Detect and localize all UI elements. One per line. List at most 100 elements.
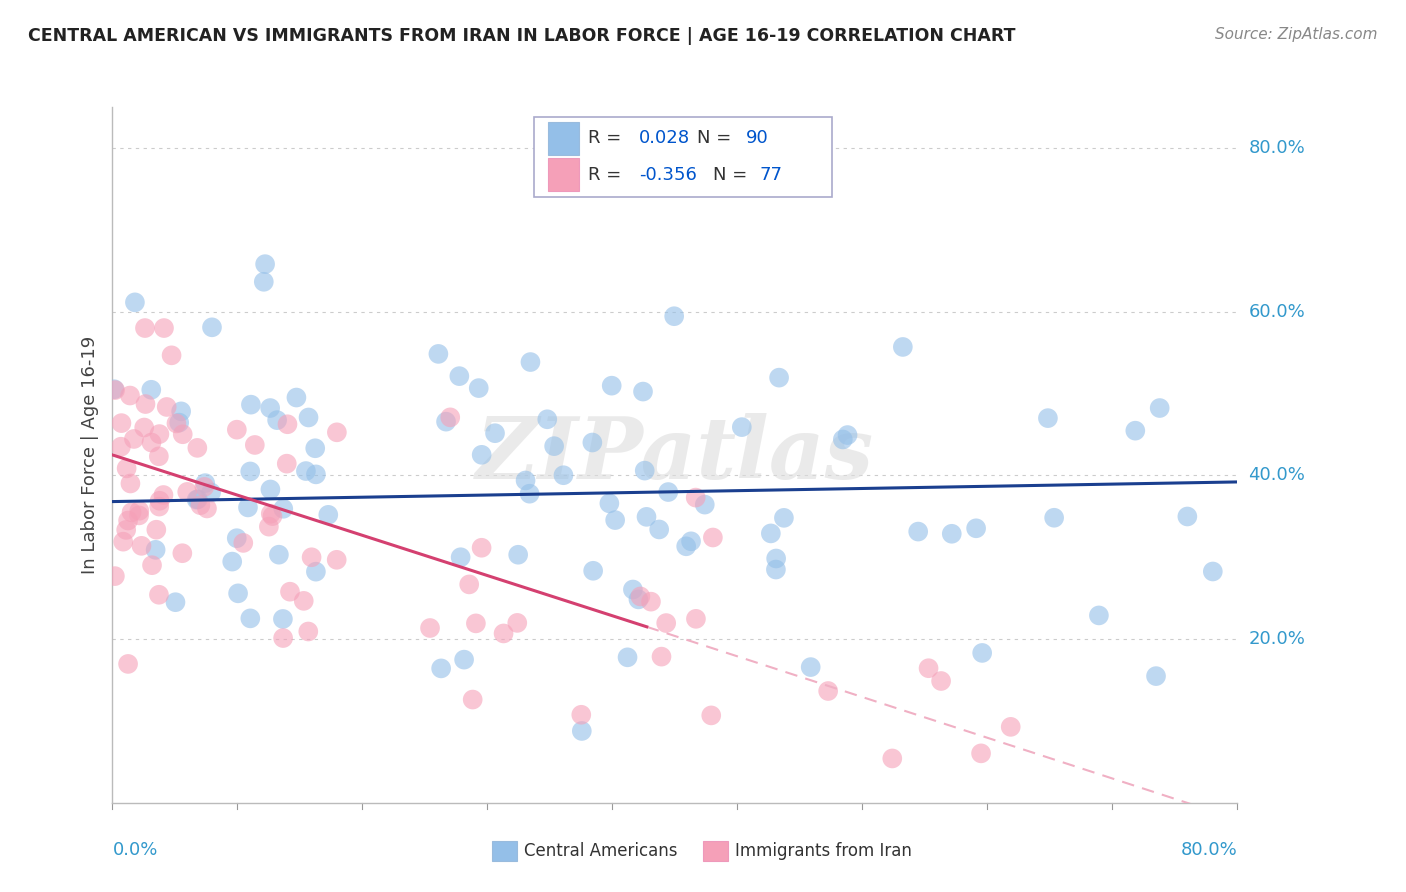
Point	[316, 508, 339, 522]
Point	[257, 519, 280, 533]
Point	[186, 441, 208, 455]
Point	[650, 649, 672, 664]
Point	[193, 480, 215, 494]
Point	[201, 320, 224, 334]
Point	[765, 562, 787, 576]
Point	[700, 708, 723, 723]
Point	[131, 539, 153, 553]
Point	[907, 524, 929, 539]
Point	[285, 391, 308, 405]
Point	[253, 275, 276, 289]
Point	[152, 488, 174, 502]
Point	[679, 534, 702, 549]
Point	[278, 584, 301, 599]
Point	[571, 723, 593, 738]
Point	[464, 616, 486, 631]
Point	[134, 321, 156, 335]
Point	[148, 427, 170, 442]
Point	[232, 536, 254, 550]
Point	[276, 457, 298, 471]
Text: 0.028: 0.028	[638, 129, 690, 147]
Point	[768, 370, 790, 384]
Point	[128, 504, 150, 518]
Point	[453, 652, 475, 666]
Point	[295, 464, 318, 478]
Point	[461, 692, 484, 706]
Point	[259, 483, 281, 497]
Point	[167, 416, 190, 430]
Point	[239, 398, 262, 412]
Point	[685, 612, 707, 626]
Point	[569, 707, 592, 722]
Y-axis label: In Labor Force | Age 16-19: In Labor Force | Age 16-19	[80, 335, 98, 574]
Point	[468, 381, 491, 395]
Point	[271, 501, 294, 516]
Point	[104, 569, 127, 583]
Point	[759, 526, 782, 541]
Point	[297, 624, 319, 639]
Text: Source: ZipAtlas.com: Source: ZipAtlas.com	[1215, 27, 1378, 42]
Point	[817, 684, 839, 698]
Point	[765, 551, 787, 566]
Point	[122, 432, 145, 446]
Point	[117, 514, 139, 528]
Text: ZIPatlas: ZIPatlas	[475, 413, 875, 497]
Point	[200, 485, 222, 500]
Point	[519, 486, 541, 500]
Point	[112, 534, 135, 549]
Text: 80.0%: 80.0%	[1249, 139, 1305, 157]
Point	[186, 492, 208, 507]
Point	[259, 401, 281, 415]
Point	[800, 660, 823, 674]
Point	[271, 631, 294, 645]
Point	[141, 558, 163, 573]
Point	[970, 747, 993, 761]
Point	[104, 383, 127, 397]
Point	[449, 369, 471, 384]
Point	[471, 541, 494, 555]
Point	[141, 435, 163, 450]
Point	[627, 592, 650, 607]
Point	[120, 476, 142, 491]
Point	[226, 586, 249, 600]
Point	[1202, 565, 1225, 579]
Point	[1123, 424, 1146, 438]
Point	[450, 550, 472, 565]
Point	[190, 498, 212, 512]
Point	[239, 611, 262, 625]
Point	[176, 484, 198, 499]
Point	[837, 428, 859, 442]
Point	[326, 425, 349, 440]
Point	[115, 461, 138, 475]
Point	[260, 507, 283, 521]
FancyBboxPatch shape	[703, 841, 728, 861]
Point	[221, 555, 243, 569]
Point	[124, 295, 146, 310]
Text: 80.0%: 80.0%	[1181, 841, 1237, 859]
Point	[172, 546, 194, 560]
Text: 40.0%: 40.0%	[1249, 467, 1305, 484]
Point	[439, 410, 461, 425]
Point	[117, 657, 139, 671]
Point	[115, 523, 138, 537]
Point	[304, 442, 326, 456]
Point	[582, 564, 605, 578]
Point	[965, 521, 987, 535]
Point	[657, 485, 679, 500]
Point	[616, 650, 638, 665]
Point	[430, 661, 453, 675]
Point	[693, 498, 716, 512]
Point	[941, 526, 963, 541]
Point	[508, 548, 530, 562]
Point	[172, 427, 194, 442]
Point	[148, 588, 170, 602]
Point	[225, 531, 247, 545]
Point	[225, 423, 247, 437]
Point	[506, 615, 529, 630]
Point	[121, 505, 143, 519]
Text: 60.0%: 60.0%	[1249, 302, 1305, 321]
Point	[891, 340, 914, 354]
Point	[141, 383, 163, 397]
Point	[831, 433, 853, 447]
Point	[685, 491, 707, 505]
